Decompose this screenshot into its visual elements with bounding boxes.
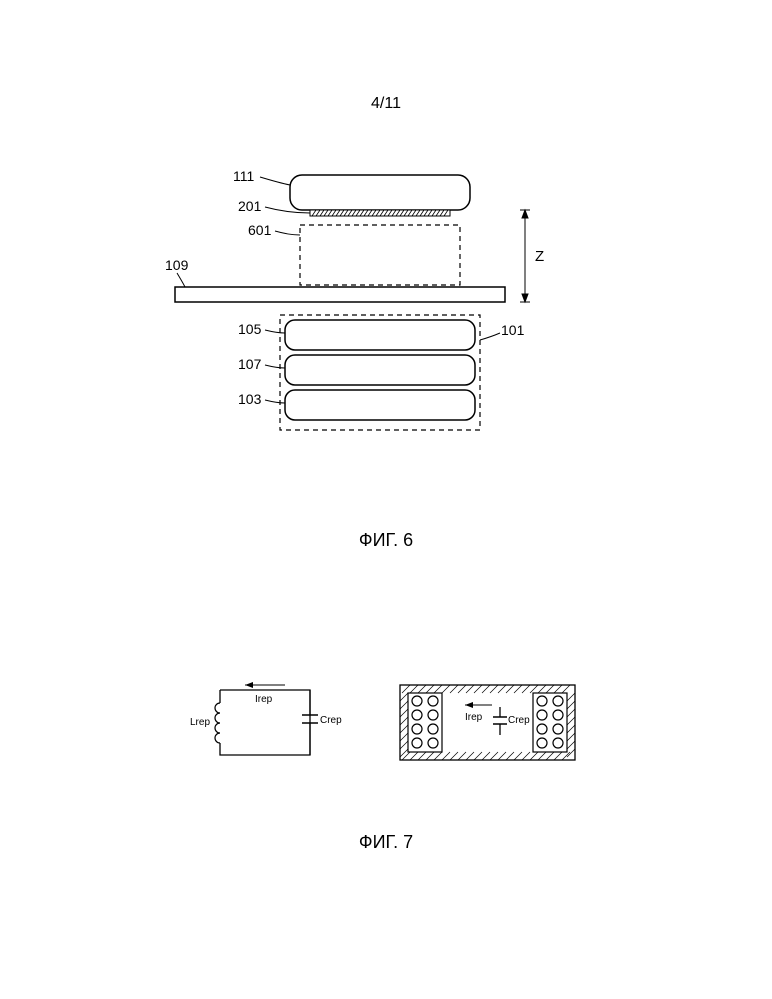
- z-bracket: [520, 210, 530, 302]
- leader-105: [265, 330, 285, 333]
- label-107: 107: [238, 356, 262, 372]
- label-601: 601: [248, 222, 272, 238]
- leader-101: [480, 333, 500, 340]
- label-z: Z: [535, 248, 544, 265]
- leader-103: [265, 400, 285, 403]
- block-105: [285, 320, 475, 350]
- label-irep-1: Irep: [255, 694, 273, 705]
- label-crep-1: Crep: [320, 715, 342, 726]
- leader-601: [275, 231, 300, 235]
- label-105: 105: [238, 321, 262, 337]
- leader-107: [265, 365, 285, 368]
- figure-7-caption: ФИГ. 7: [359, 832, 413, 853]
- leader-109: [177, 273, 185, 287]
- page-number: 4/11: [371, 95, 401, 113]
- label-lrep-1: Lrep: [190, 717, 210, 728]
- figure-6: Z 111 201 601 109 105 107 103 101: [165, 165, 605, 485]
- label-201: 201: [238, 198, 262, 214]
- label-111: 111: [233, 168, 254, 184]
- coil-cross-section: Irep Crep: [400, 685, 575, 760]
- block-103: [285, 390, 475, 420]
- label-109: 109: [165, 257, 189, 273]
- leader-111: [260, 177, 290, 185]
- label-crep-2: Crep: [508, 715, 530, 726]
- dashed-601: [300, 225, 460, 285]
- hatch-201: [310, 210, 450, 216]
- figure-7: Lrep Irep Crep: [190, 665, 585, 785]
- plate-109: [175, 287, 505, 302]
- label-irep-2: Irep: [465, 712, 483, 723]
- circuit-schematic: Lrep Irep Crep: [190, 682, 342, 755]
- label-101: 101: [501, 322, 525, 338]
- block-107: [285, 355, 475, 385]
- figure-6-caption: ФИГ. 6: [359, 530, 413, 551]
- label-103: 103: [238, 391, 262, 407]
- block-111: [290, 175, 470, 210]
